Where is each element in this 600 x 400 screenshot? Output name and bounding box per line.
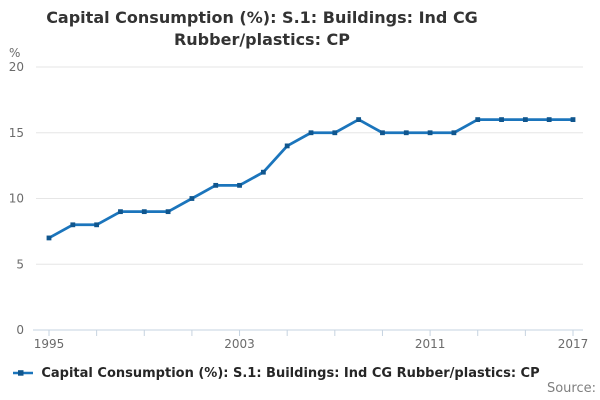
chart-title-line1: Capital Consumption (%): S.1: Buildings:… bbox=[46, 8, 478, 27]
svg-text:5: 5 bbox=[16, 257, 24, 271]
svg-text:1995: 1995 bbox=[34, 337, 65, 351]
svg-text:15: 15 bbox=[9, 126, 24, 140]
svg-text:10: 10 bbox=[9, 192, 24, 206]
svg-text:0: 0 bbox=[16, 323, 24, 337]
svg-text:2011: 2011 bbox=[415, 337, 446, 351]
svg-text:2003: 2003 bbox=[224, 337, 255, 351]
svg-text:20: 20 bbox=[9, 60, 24, 74]
plot-area: 0 5 10 15 20% 1995 2003 2011 2017 bbox=[9, 46, 589, 351]
legend-line-icon bbox=[13, 370, 34, 376]
chart-title-line2: Rubber/plastics: CP bbox=[173, 30, 351, 49]
legend-item[interactable]: Capital Consumption (%): S.1: Buildings:… bbox=[0, 364, 552, 382]
source-label: Source: bbox=[546, 381, 596, 396]
chart-title: Capital Consumption (%): S.1: Buildings:… bbox=[0, 7, 524, 51]
svg-text:2017: 2017 bbox=[558, 337, 589, 351]
svg-text:%: % bbox=[9, 46, 20, 60]
legend-label: Capital Consumption (%): S.1: Buildings:… bbox=[41, 365, 540, 381]
